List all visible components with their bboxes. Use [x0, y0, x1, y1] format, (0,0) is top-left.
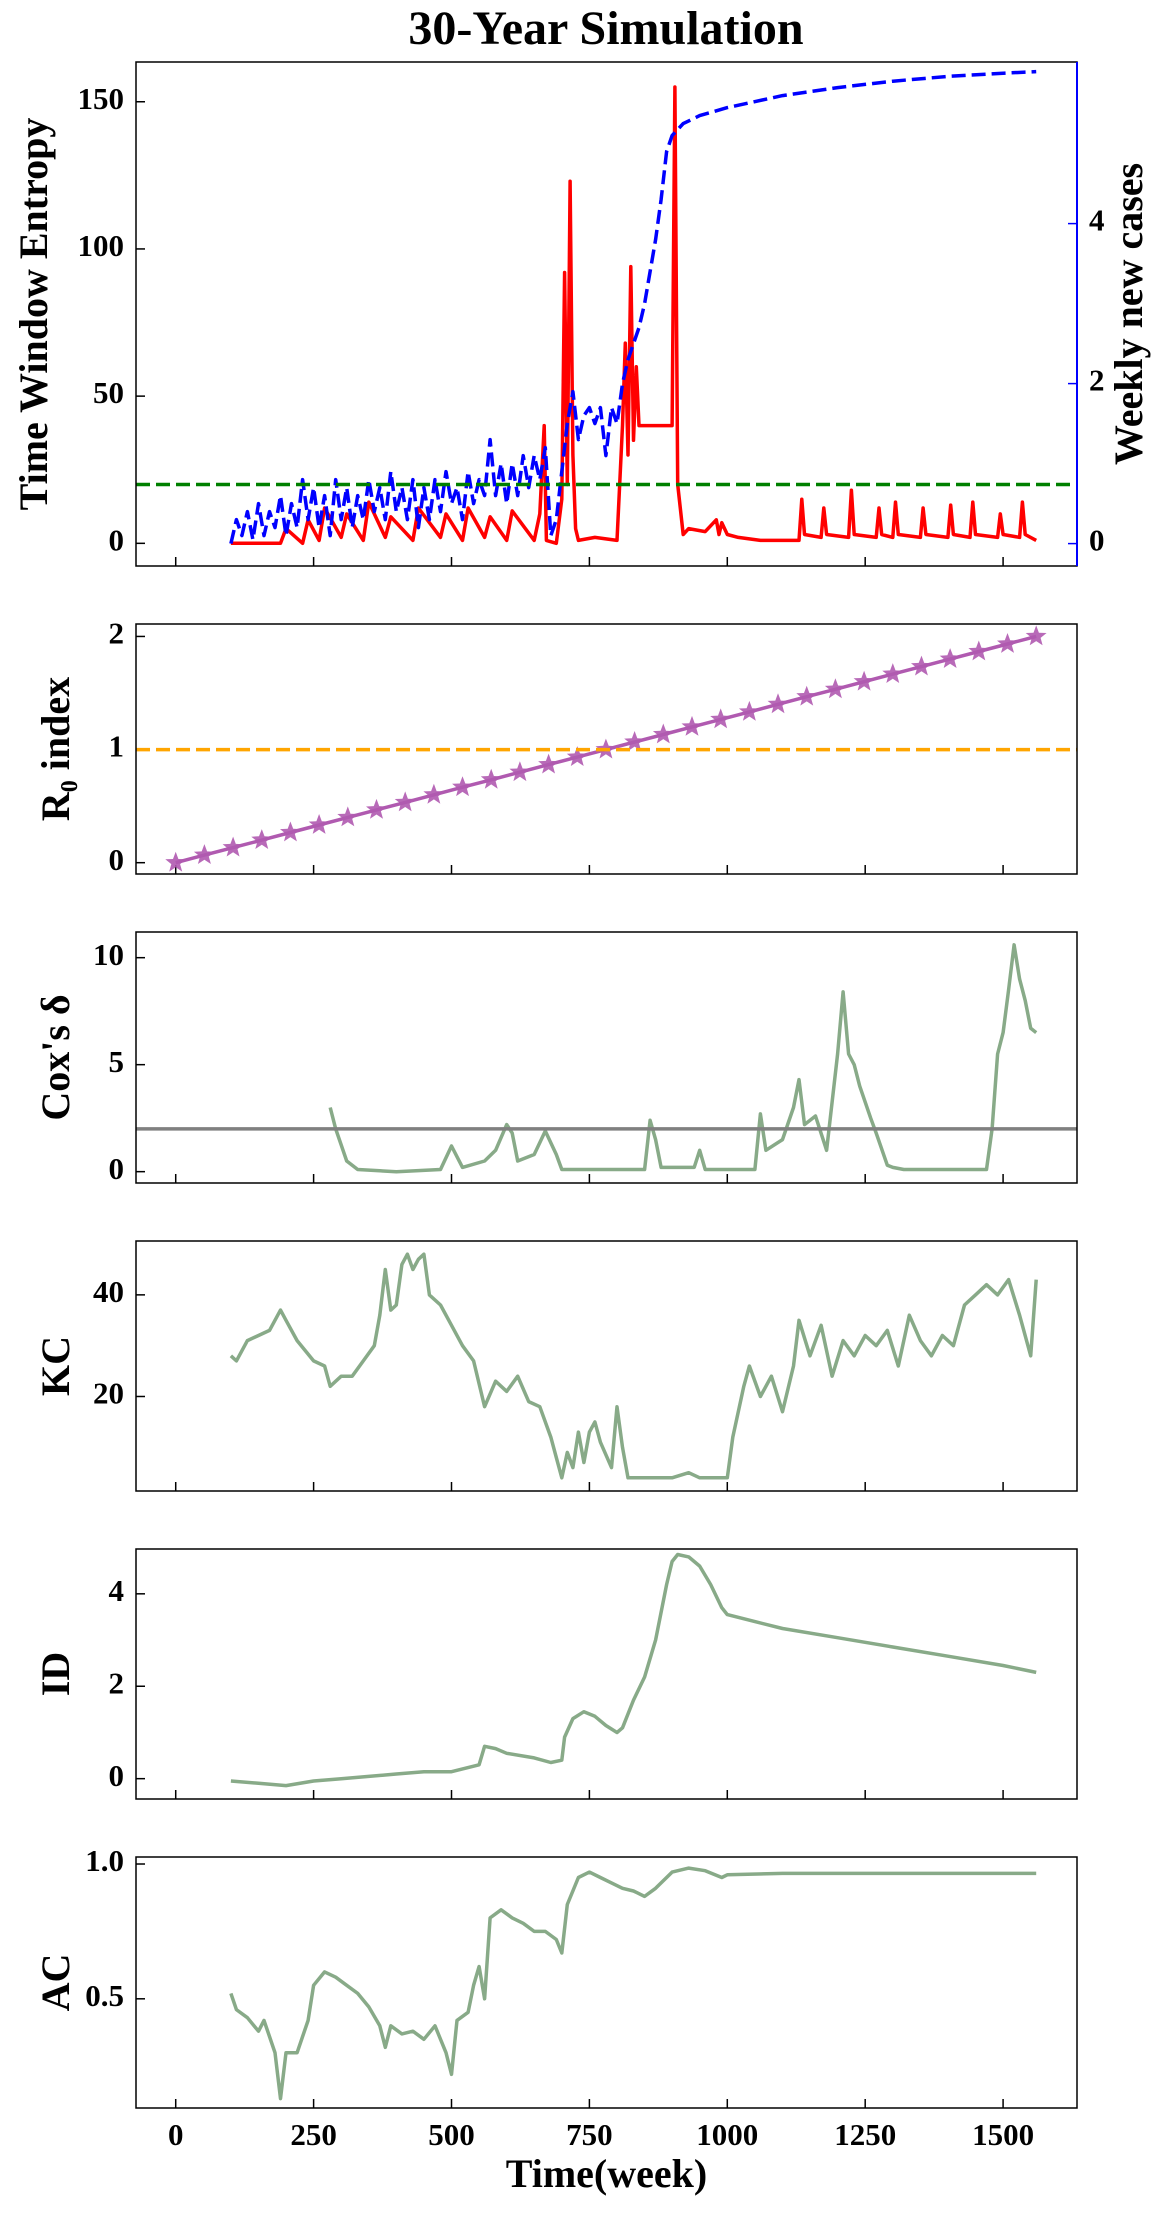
data-point: [280, 821, 301, 842]
plot-frame: [135, 61, 1078, 567]
data-point: [853, 670, 875, 691]
data-point: [652, 723, 674, 744]
data-point: [824, 678, 846, 699]
y-tick-label: 0: [109, 522, 125, 557]
plot-frame: [135, 623, 1078, 875]
y2-axis-label: Weekly new cases: [1106, 163, 1151, 465]
plot-frame: [135, 931, 1078, 1184]
x-tick-label: 1500: [972, 2117, 1034, 2152]
y-tick-label: 0.5: [85, 1978, 124, 2013]
data-point: [165, 851, 187, 872]
data-point: [1025, 625, 1047, 646]
x-tick-label: 250: [290, 2117, 337, 2152]
y-axis-label: KC: [33, 1336, 78, 1396]
chart-title: 30-Year Simulation: [408, 2, 803, 55]
x-tick-label: 750: [566, 2117, 613, 2152]
data-point: [566, 746, 588, 766]
data-point: [452, 776, 473, 797]
data-point: [882, 663, 904, 683]
y-tick-label: 1.0: [85, 1843, 124, 1878]
y-tick-label: 5: [109, 1044, 125, 1079]
y2-tick-label: 0: [1089, 523, 1105, 558]
data-line: [229, 69, 1037, 544]
data-point: [251, 829, 273, 849]
data-line: [229, 1252, 1038, 1480]
y-tick-label: 1: [109, 729, 125, 764]
y-tick-label: 2: [109, 1665, 125, 1700]
plot-frame: [135, 1548, 1078, 1800]
data-point: [767, 693, 789, 714]
y-axis-label: R₀ index: [33, 677, 78, 821]
y-tick-label: 20: [93, 1376, 124, 1411]
data-point: [337, 806, 359, 827]
data-point: [911, 655, 932, 676]
y-tick-label: 50: [93, 375, 124, 410]
data-point: [538, 753, 559, 774]
data-point: [222, 836, 244, 857]
x-tick-label: 1000: [696, 2117, 758, 2152]
y-axis-label: Cox's δ: [33, 994, 78, 1120]
data-point: [394, 791, 416, 812]
y-axis-label: AC: [33, 1954, 78, 2012]
y2-tick-label: 2: [1089, 363, 1105, 398]
x-tick-label: 0: [168, 2117, 184, 2152]
plot-frame: [135, 1856, 1078, 2109]
x-axis-label: Time(week): [506, 2151, 707, 2196]
y-tick-label: 100: [78, 228, 125, 263]
y-tick-label: 10: [93, 937, 124, 972]
data-line: [230, 85, 1038, 546]
data-point: [423, 783, 445, 804]
data-line: [229, 1866, 1037, 2101]
data-point: [681, 715, 703, 736]
data-point: [480, 768, 502, 789]
y-tick-label: 0: [109, 842, 125, 877]
data-line: [328, 943, 1038, 1174]
plot-frame: [135, 1240, 1078, 1492]
y-axis-label: ID: [33, 1652, 78, 1696]
data-point: [710, 708, 732, 729]
data-point: [624, 731, 646, 751]
x-tick-label: 1250: [834, 2117, 896, 2152]
data-point: [997, 633, 1018, 653]
y-tick-label: 0: [109, 1151, 125, 1186]
data-point: [193, 844, 215, 864]
y-tick-label: 0: [109, 1758, 125, 1793]
data-line: [230, 1552, 1037, 1788]
y-tick-label: 40: [93, 1274, 124, 1309]
y-tick-label: 150: [78, 81, 125, 116]
data-point: [308, 814, 330, 834]
data-point: [509, 761, 531, 782]
y-tick-label: 4: [109, 1573, 125, 1608]
data-point: [366, 798, 387, 819]
y2-tick-label: 4: [1089, 203, 1105, 238]
data-point: [738, 700, 760, 721]
data-point: [939, 648, 961, 668]
y-axis-label: Time Window Entropy: [11, 118, 56, 511]
x-tick-label: 500: [428, 2117, 475, 2152]
y-tick-label: 2: [109, 616, 125, 651]
data-point: [968, 640, 990, 661]
data-point: [796, 685, 818, 706]
